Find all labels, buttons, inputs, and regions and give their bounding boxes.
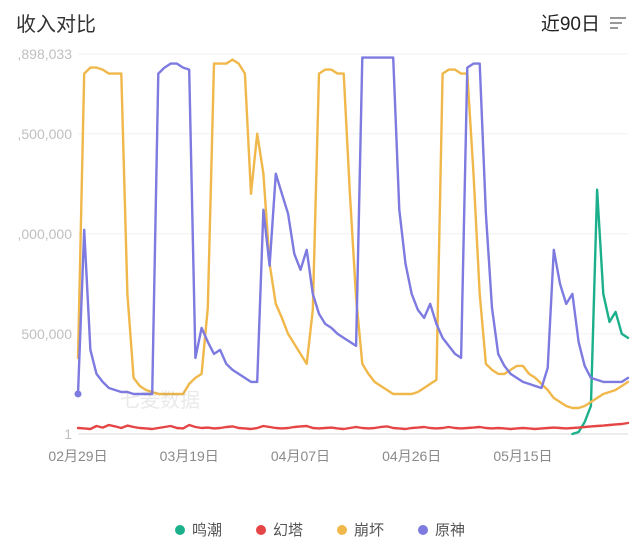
y-tick-label: ,500,000 xyxy=(0,126,76,142)
legend-dot-icon xyxy=(337,525,347,535)
x-tick-label: 04月07日 xyxy=(271,446,330,466)
legend-dot-icon xyxy=(256,525,266,535)
chart-area: 七麦数据 1500,000,000,000,500,000,898,033 02… xyxy=(0,44,640,474)
legend-dot-icon xyxy=(418,525,428,535)
period-label: 近90日 xyxy=(541,9,600,36)
x-tick-label: 03月19日 xyxy=(160,446,219,466)
legend-label: 鸣潮 xyxy=(192,519,222,540)
filter-icon[interactable] xyxy=(610,17,626,29)
series-yuanshen-start-marker xyxy=(75,390,82,397)
x-tick-label: 02月29日 xyxy=(48,446,107,466)
legend-item-huanta[interactable]: 幻塔 xyxy=(256,519,303,540)
y-tick-label: 500,000 xyxy=(0,326,76,342)
y-tick-label: 1 xyxy=(0,426,76,442)
legend-dot-icon xyxy=(175,525,185,535)
legend-label: 崩坏 xyxy=(354,519,384,540)
legend-label: 幻塔 xyxy=(273,519,303,540)
chart-title: 收入对比 xyxy=(16,8,96,37)
y-tick-label: ,000,000 xyxy=(0,226,76,242)
plot-region xyxy=(78,54,628,434)
legend-item-mingchao[interactable]: 鸣潮 xyxy=(175,519,222,540)
series-huanta xyxy=(78,423,628,429)
revenue-comparison-page: { "header": { "title": "收入对比", "period_l… xyxy=(0,0,640,546)
x-tick-label: 05月15日 xyxy=(493,446,552,466)
legend-item-benghuai[interactable]: 崩坏 xyxy=(337,519,384,540)
legend-label: 原神 xyxy=(435,519,465,540)
y-tick-label: ,898,033 xyxy=(0,46,76,62)
period-selector[interactable]: 近90日 xyxy=(541,9,626,36)
chart-header: 收入对比 近90日 xyxy=(0,0,640,41)
legend: 鸣潮 幻塔 崩坏 原神 xyxy=(0,519,640,540)
x-tick-label: 04月26日 xyxy=(382,446,441,466)
line-chart-svg xyxy=(78,54,628,434)
legend-item-yuanshen[interactable]: 原神 xyxy=(418,519,465,540)
